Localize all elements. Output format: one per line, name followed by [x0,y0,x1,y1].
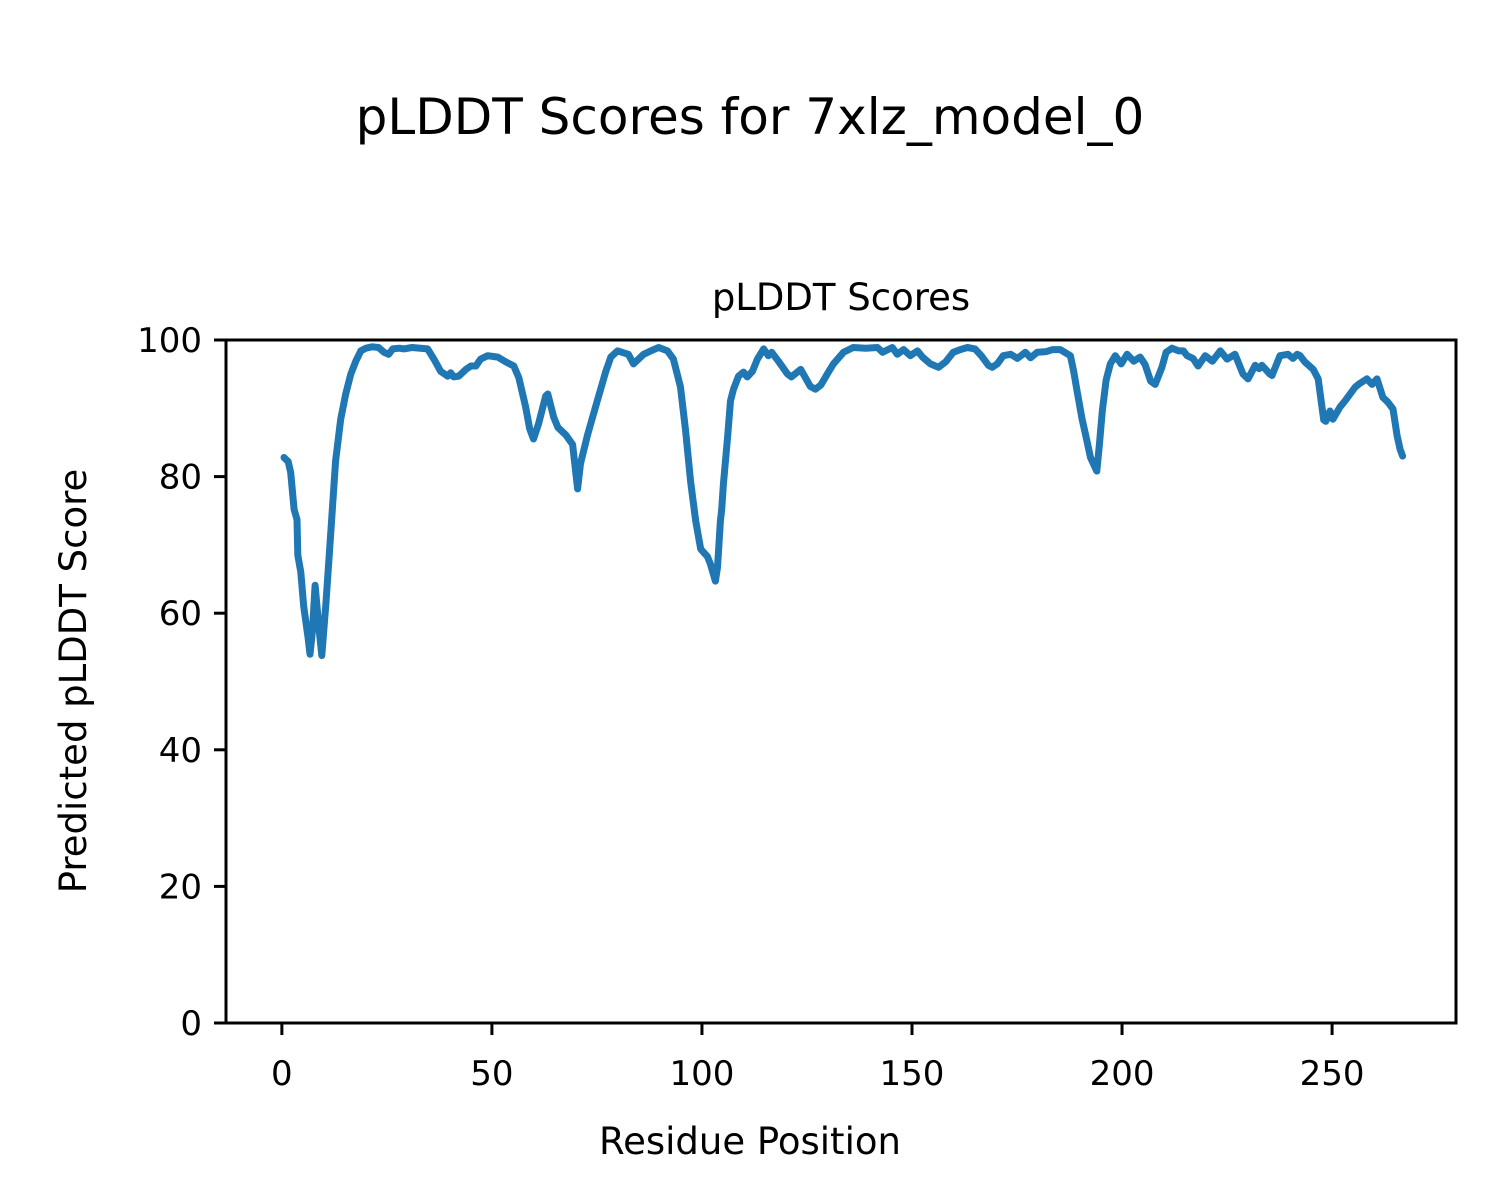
y-tick-label: 60 [159,594,202,634]
y-tick-label: 100 [137,321,202,361]
figure-title: pLDDT Scores for 7xlz_model_0 [356,88,1145,146]
y-axis-label: Predicted pLDDT Score [52,469,95,894]
y-tick-label: 20 [159,867,202,907]
axis-tick-labels: 0 50 100 150 200 250 0 20 40 60 80 100 [137,321,1364,1094]
x-tick-label: 0 [271,1054,293,1094]
plddt-series-line [280,343,1407,659]
x-tick-label: 50 [470,1054,513,1094]
plot-border [224,338,1458,1025]
x-tick-label: 250 [1300,1054,1365,1094]
x-tick-label: 100 [669,1054,734,1094]
axis-tick-marks [214,338,1334,1035]
x-axis-label: Residue Position [599,1120,901,1163]
axes-title: pLDDT Scores [712,276,970,319]
y-tick-label: 40 [159,731,202,771]
y-tick-label: 0 [180,1004,202,1044]
x-tick-label: 150 [880,1054,945,1094]
x-tick-label: 200 [1090,1054,1155,1094]
y-tick-label: 80 [159,458,202,498]
